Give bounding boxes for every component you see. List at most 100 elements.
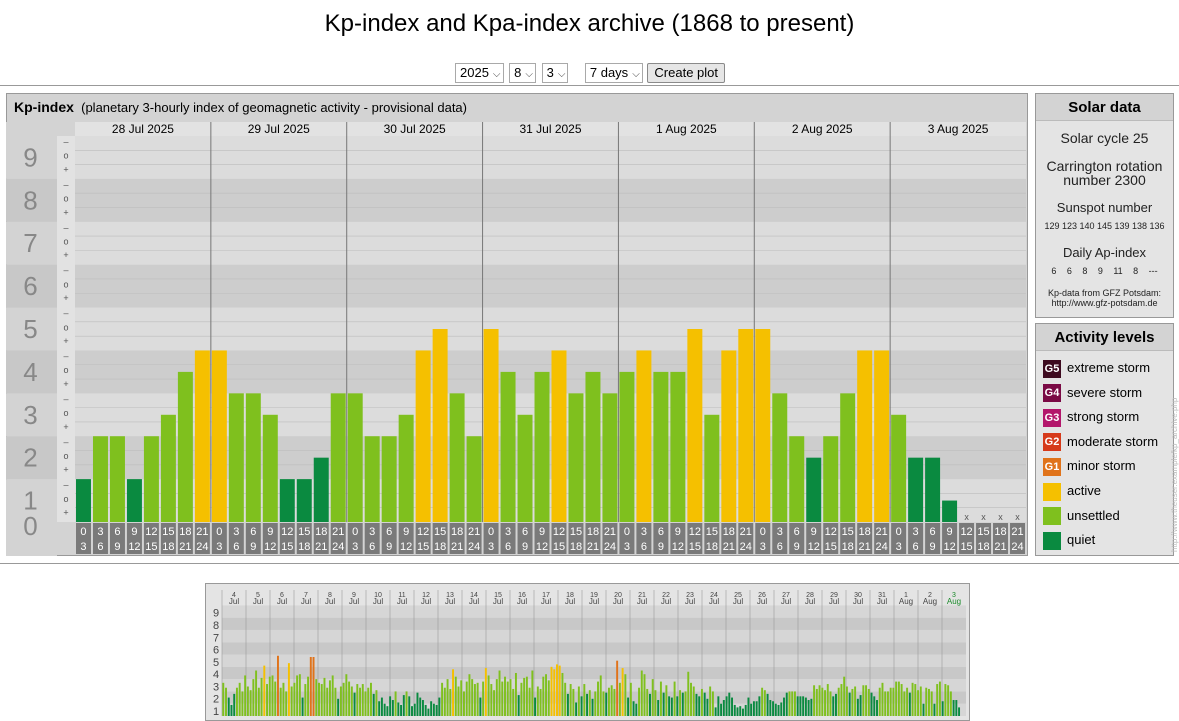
ytick-band — [6, 436, 57, 480]
hour-cell — [381, 523, 397, 554]
hour-cell — [1010, 523, 1025, 554]
kp-bar — [687, 329, 703, 522]
overview-bar — [375, 690, 378, 716]
kp-bar — [177, 371, 193, 522]
activity-level-strong-storm: G3 strong storm — [1043, 407, 1139, 427]
overview-band — [222, 642, 966, 655]
hour-label-bottom: 18 — [706, 541, 718, 553]
hour-cell — [976, 523, 992, 554]
hour-label-bottom: 21 — [451, 541, 463, 553]
activity-swatch: G2 — [1043, 433, 1061, 452]
hour-cell — [500, 523, 516, 554]
overview-day-number: 30 — [854, 592, 862, 599]
hour-label-top: 12 — [553, 526, 565, 538]
overview-bar — [227, 697, 230, 716]
hour-label-top: 9 — [131, 526, 137, 538]
activity-label: active — [1067, 483, 1101, 498]
ap-title: Daily Ap-index — [1062, 245, 1147, 260]
overview-bar — [588, 690, 591, 716]
hour-label-bottom: 12 — [128, 541, 140, 553]
day-label: 31 Jul 2025 — [519, 122, 581, 136]
subtick-label: o — [63, 494, 68, 504]
overview-bar — [654, 690, 657, 716]
overview-bar — [731, 697, 733, 716]
activity-level-quiet: quiet — [1043, 530, 1095, 550]
kp-bar — [432, 329, 448, 522]
subtick-label: – — [63, 308, 68, 318]
hour-cell — [687, 523, 703, 554]
hour-label-bottom: 3 — [352, 541, 358, 553]
overview-bar — [889, 687, 892, 716]
hour-label-bottom: 6 — [369, 541, 375, 553]
overview-bar — [772, 701, 775, 716]
hour-label-top: 6 — [930, 526, 936, 538]
overview-month-label: Aug — [947, 597, 961, 606]
activity-label: moderate storm — [1067, 433, 1159, 449]
overview-bar — [933, 703, 936, 716]
hour-label-bottom: 3 — [896, 541, 902, 553]
divider — [0, 85, 1179, 86]
ytick-label: 7 — [23, 228, 37, 258]
hour-label-bottom: 15 — [825, 541, 837, 553]
overview-bar — [274, 681, 277, 716]
overview-bar — [556, 664, 558, 716]
overview-bar — [837, 687, 840, 716]
overview-bar — [277, 655, 279, 716]
overview-bar — [742, 708, 744, 716]
hour-cell — [772, 523, 788, 554]
source-line-2[interactable]: http://www.gfz-potsdam.de — [1051, 298, 1158, 308]
activity-swatch: G3 — [1043, 408, 1061, 427]
overview-bar — [711, 691, 714, 716]
kp-bar — [636, 350, 652, 522]
overview-day-number: 18 — [566, 592, 574, 599]
hour-cell — [993, 523, 1009, 554]
overview-bar — [865, 685, 868, 716]
overview-day-number: 7 — [304, 592, 308, 599]
ytick-band — [6, 136, 57, 179]
grid-band — [75, 221, 1026, 265]
month-select[interactable]: 8 ⌵ — [509, 63, 536, 83]
day-label: 2 Aug 2025 — [792, 122, 853, 136]
overview-bar — [504, 676, 506, 716]
overview-bar — [255, 670, 258, 716]
overview-bar — [400, 704, 403, 716]
day-header-bg — [346, 122, 483, 136]
overview-month-label: Jul — [397, 597, 407, 606]
hour-label-bottom: 24 — [876, 541, 888, 553]
overview-bar — [446, 679, 449, 716]
ytick-band — [6, 393, 57, 437]
overview-bar — [681, 692, 684, 716]
hour-label-bottom: 18 — [570, 541, 582, 553]
overview-bar — [296, 675, 299, 716]
overview-bar — [575, 702, 578, 716]
kp-bar — [942, 500, 958, 522]
day-select[interactable]: 3 ⌵ — [541, 63, 569, 83]
overview-bar — [328, 680, 331, 716]
overview-bar — [233, 693, 236, 716]
hour-label-top: 12 — [145, 526, 157, 538]
range-select[interactable]: 7 days ⌵ — [584, 63, 643, 83]
overview-bar — [919, 686, 922, 716]
overview-bar — [870, 692, 873, 716]
activity-level-severe-storm: G4 severe storm — [1043, 383, 1142, 403]
kp-bar — [602, 393, 618, 522]
activity-level-extreme-storm: G5 extreme storm — [1043, 358, 1150, 378]
hour-label-bottom: 9 — [250, 541, 256, 553]
overview-bar — [238, 682, 241, 716]
overview-bar — [684, 691, 687, 716]
hour-cell — [721, 523, 737, 554]
overview-bar — [627, 697, 630, 716]
year-select[interactable]: 2025 ⌵ — [455, 63, 504, 83]
day-label: 30 Jul 2025 — [384, 122, 446, 136]
overview-bar — [703, 692, 706, 716]
overview-bar — [312, 657, 315, 716]
kp-bar — [92, 436, 108, 522]
overview-bar — [881, 682, 884, 716]
overview-bar — [550, 666, 553, 716]
kp-bar — [330, 393, 346, 522]
create-plot-button[interactable]: Create plot — [647, 63, 725, 83]
hour-cell — [398, 523, 414, 554]
overview-bar — [941, 701, 944, 716]
hour-label-top: 9 — [539, 526, 545, 538]
subtick-label: – — [63, 265, 68, 275]
